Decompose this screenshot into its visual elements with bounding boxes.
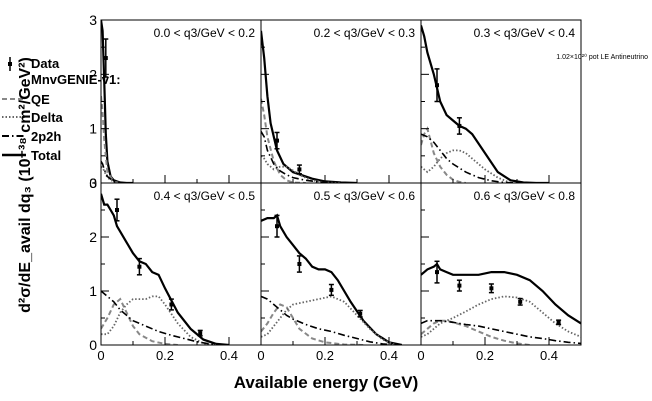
data-point — [275, 138, 279, 143]
data-point — [435, 270, 439, 275]
series-2p2h-line — [261, 295, 396, 345]
series-delta-line — [261, 155, 342, 183]
data-point — [457, 283, 462, 288]
data-point — [103, 56, 108, 61]
data-point — [556, 320, 561, 325]
series-2p2h-line — [421, 133, 518, 183]
x-tick-label: 0.2 — [316, 348, 334, 363]
data-point — [518, 299, 523, 304]
series-delta-line — [261, 295, 396, 345]
y-tick-label: 2 — [89, 229, 97, 245]
data-point — [137, 264, 142, 269]
series-qe-line — [261, 98, 306, 183]
x-tick-label: 0.4 — [220, 348, 238, 363]
series-2p2h-line — [421, 319, 581, 345]
y-tick-label: 1 — [89, 121, 97, 137]
series-qe-line — [421, 319, 530, 345]
data-point — [275, 224, 279, 229]
legend-total-label: Total — [31, 148, 61, 163]
x-tick-label: 0.2 — [476, 348, 494, 363]
series-delta-line — [421, 149, 511, 183]
data-point — [115, 208, 119, 212]
data-point — [198, 331, 203, 336]
series-2p2h-line — [101, 290, 223, 345]
panel-1: 0 1 2 3 0.0 < q3/GeV < 0.2 — [89, 12, 262, 191]
x-tick-label: 0.2 — [156, 348, 174, 363]
data-point — [169, 302, 174, 307]
x-tick-label: 0.4 — [380, 348, 398, 363]
series-total-line — [261, 30, 358, 183]
legend-qe-label: QE — [31, 92, 50, 107]
y-tick-label: 0 — [89, 175, 97, 191]
data-point — [489, 286, 494, 291]
data-point — [297, 167, 302, 172]
panel-frame — [260, 182, 422, 346]
panel-3: 0.3 < q3/GeV < 0.4 — [420, 19, 582, 184]
legend-delta-label: Delta — [31, 110, 64, 125]
series-total-line — [261, 213, 403, 345]
legend-data-label: Data — [31, 56, 60, 71]
x-tick-label: 0 — [97, 348, 104, 363]
series-2p2h-line — [261, 130, 332, 183]
panel-label: 0.0 < q3/GeV < 0.2 — [154, 26, 256, 40]
y-tick-label: 3 — [89, 12, 97, 28]
series-total-line — [101, 193, 230, 345]
x-axis-title: Available energy (GeV) — [233, 373, 419, 392]
series-total-line — [421, 262, 581, 325]
panel-frame — [260, 19, 422, 184]
y-tick-label: 1 — [89, 283, 97, 299]
series-2p2h-line — [101, 160, 121, 183]
legend-2p2h-label: 2p2h — [31, 129, 61, 144]
panel-frame — [100, 182, 262, 346]
legend-data-marker — [8, 62, 12, 66]
panel-label: 0.3 < q3/GeV < 0.4 — [474, 26, 576, 40]
panel-frame — [420, 19, 582, 184]
panel-6: 0 0.2 0.4 0.6 < q3/GeV < 0.8 — [417, 182, 582, 363]
y-tick-label: 0 — [89, 337, 97, 353]
panel-label: 0.5 < q3/GeV < 0.6 — [314, 189, 416, 203]
y-tick-label: 3 — [89, 175, 97, 191]
data-point — [435, 83, 439, 88]
panel-label: 0.6 < q3/GeV < 0.8 — [474, 189, 576, 203]
series-qe-line — [101, 297, 178, 345]
series-delta-line — [101, 295, 217, 345]
panel-2: 0.2 < q3/GeV < 0.3 — [260, 19, 422, 184]
legend: Data MnvGENIE-v1: QE Delta 2p2h Total — [2, 56, 121, 163]
pot-note: 1.02×10²⁰ pot LE Antineutrino — [556, 53, 648, 61]
data-point — [358, 311, 363, 316]
x-tick-label: 0 — [417, 348, 424, 363]
y-tick-label: 2 — [89, 66, 97, 82]
y-axis-title: d²σ/dE_avail dq₃ (10⁻³⁸ cm²/GeV²) — [17, 57, 34, 313]
panel-4: 0 0.2 0.4 0 1 2 3 0.4 < q3/GeV < 0.5 — [89, 175, 262, 363]
y-axis-title-wrap: d²σ/dE_avail dq₃ (10⁻³⁸ cm²/GeV²) — [0, 0, 60, 370]
panel-label: 0.4 < q3/GeV < 0.5 — [154, 189, 256, 203]
x-tick-label: 0 — [257, 348, 264, 363]
data-point — [329, 287, 334, 292]
data-point — [297, 262, 302, 266]
panel-frame — [100, 19, 262, 184]
series-qe-line — [261, 303, 364, 345]
series-total-line — [421, 25, 549, 183]
panel-label: 0.2 < q3/GeV < 0.3 — [314, 26, 416, 40]
panel-5: 0 0.2 0.4 0.5 < q3/GeV < 0.6 — [257, 182, 422, 363]
x-tick-label: 0.4 — [540, 348, 558, 363]
legend-model-label: MnvGENIE-v1: — [31, 72, 121, 87]
series-delta-line — [421, 295, 581, 338]
series-qe-line — [421, 126, 466, 183]
data-point — [457, 123, 462, 128]
